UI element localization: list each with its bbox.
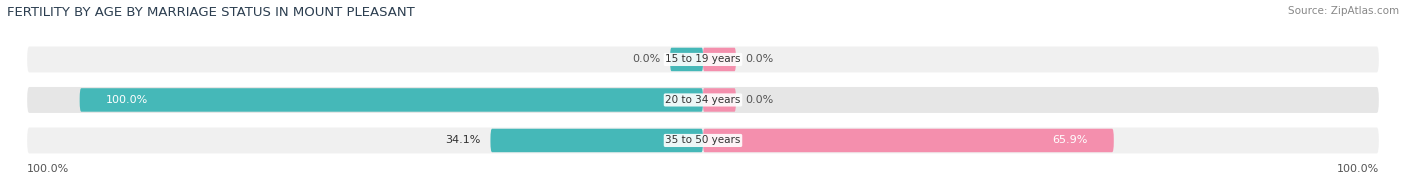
- Text: 65.9%: 65.9%: [1052, 135, 1087, 145]
- FancyBboxPatch shape: [703, 129, 1114, 152]
- Text: 100.0%: 100.0%: [1337, 164, 1379, 174]
- FancyBboxPatch shape: [491, 129, 703, 152]
- Text: 100.0%: 100.0%: [105, 95, 148, 105]
- Text: 34.1%: 34.1%: [446, 135, 481, 145]
- FancyBboxPatch shape: [27, 128, 1379, 153]
- Text: 20 to 34 years: 20 to 34 years: [665, 95, 741, 105]
- Text: 0.0%: 0.0%: [633, 54, 661, 64]
- Text: 100.0%: 100.0%: [27, 164, 69, 174]
- Text: 0.0%: 0.0%: [745, 95, 773, 105]
- FancyBboxPatch shape: [703, 48, 735, 71]
- FancyBboxPatch shape: [80, 88, 703, 112]
- FancyBboxPatch shape: [27, 46, 1379, 72]
- Text: 15 to 19 years: 15 to 19 years: [665, 54, 741, 64]
- Text: 0.0%: 0.0%: [745, 54, 773, 64]
- Text: FERTILITY BY AGE BY MARRIAGE STATUS IN MOUNT PLEASANT: FERTILITY BY AGE BY MARRIAGE STATUS IN M…: [7, 6, 415, 19]
- FancyBboxPatch shape: [27, 87, 1379, 113]
- FancyBboxPatch shape: [671, 48, 703, 71]
- Text: 35 to 50 years: 35 to 50 years: [665, 135, 741, 145]
- Text: Source: ZipAtlas.com: Source: ZipAtlas.com: [1288, 6, 1399, 16]
- FancyBboxPatch shape: [703, 88, 735, 112]
